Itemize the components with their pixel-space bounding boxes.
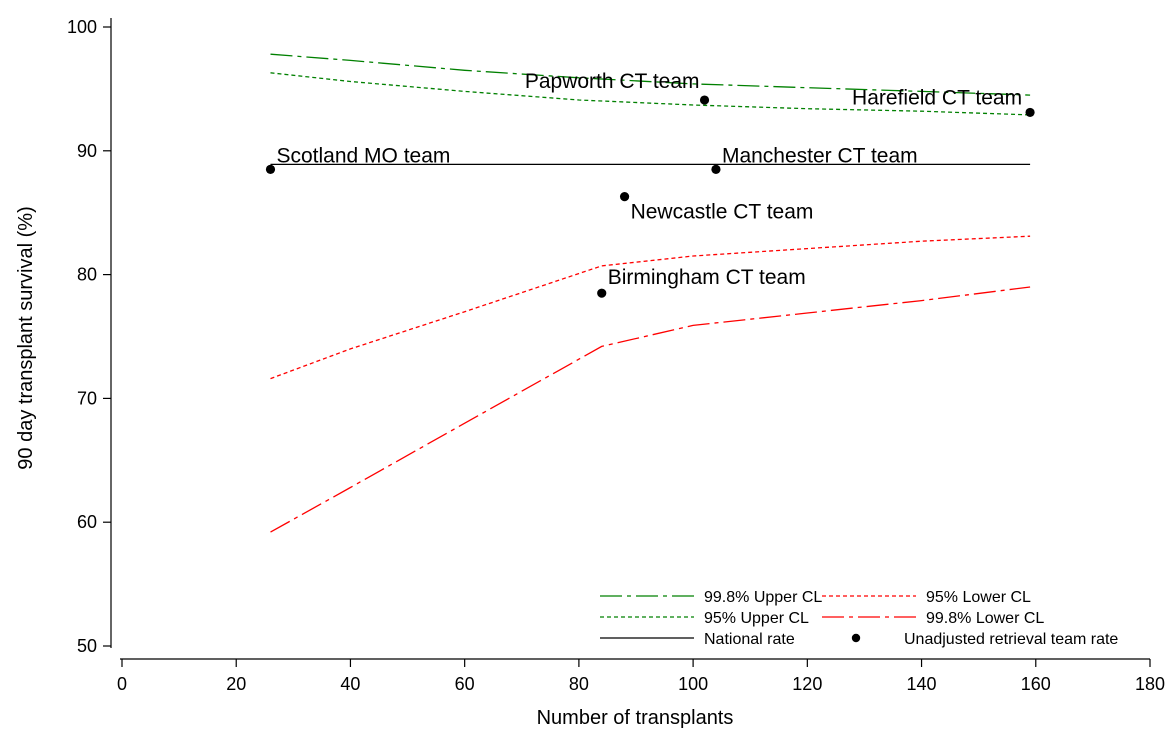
team-label: Birmingham CT team xyxy=(608,266,806,289)
x-tick-label: 80 xyxy=(569,674,589,694)
legend-label: National rate xyxy=(704,631,795,648)
y-axis-title: 90 day transplant survival (%) xyxy=(15,206,37,469)
y-tick-label: 100 xyxy=(67,17,97,37)
legend-label: 99.8% Upper CL xyxy=(704,589,822,606)
x-axis: 0 20 40 60 80 100 120 140 160 180 xyxy=(117,658,1165,694)
legend: 99.8% Upper CL 95% Lower CL 95% Upper CL 99… xyxy=(600,589,1118,648)
team-rate-marker xyxy=(597,288,607,298)
y-tick-label: 60 xyxy=(77,512,97,532)
y-tick-label: 90 xyxy=(77,141,97,161)
team-label: Manchester CT team xyxy=(722,144,918,167)
plot-area: Scotland MO team Papworth CT team Harefiel… xyxy=(265,53,1035,533)
x-tick-label: 160 xyxy=(1021,674,1051,694)
legend-label: Unadjusted retrieval team rate xyxy=(904,631,1118,648)
y-tick-label: 50 xyxy=(77,636,97,656)
team-rate-marker xyxy=(619,192,630,202)
team-label: Papworth CT team xyxy=(525,70,700,93)
x-tick-label: 0 xyxy=(117,674,127,694)
series-line-95-lower-cl xyxy=(270,235,1031,380)
team-label: Harefield CT team xyxy=(852,86,1022,109)
y-tick-label: 70 xyxy=(77,388,97,408)
legend-label: 99.8% Lower CL xyxy=(926,610,1044,627)
team-rate-marker xyxy=(265,164,276,174)
series-layer xyxy=(270,53,1031,533)
x-tick-label: 120 xyxy=(792,674,822,694)
legend-label: 95% Upper CL xyxy=(704,610,809,627)
x-tick-label: 140 xyxy=(907,674,937,694)
x-axis-title: Number of transplants xyxy=(537,707,734,729)
series-line-99-8-lower-cl xyxy=(270,286,1031,533)
y-axis: 50 60 70 80 90 100 xyxy=(67,17,112,656)
x-tick-label: 40 xyxy=(340,674,360,694)
series-line-95-upper-cl xyxy=(270,72,1031,116)
team-rate-marker xyxy=(1025,107,1035,118)
x-tick-label: 20 xyxy=(226,674,246,694)
points-layer: Scotland MO team Papworth CT team Harefiel… xyxy=(265,70,1035,298)
team-label: Scotland MO team xyxy=(276,144,450,167)
team-rate-marker xyxy=(711,164,721,174)
legend-swatch xyxy=(851,633,861,643)
y-tick-label: 80 xyxy=(77,265,97,285)
team-label: Newcastle CT team xyxy=(631,201,814,224)
series-line-99-8-upper-cl xyxy=(270,53,1031,96)
legend-label: 95% Lower CL xyxy=(926,589,1031,606)
x-tick-label: 100 xyxy=(678,674,708,694)
team-rate-marker xyxy=(699,95,710,105)
x-tick-label: 60 xyxy=(455,674,475,694)
x-tick-label: 180 xyxy=(1135,674,1165,694)
